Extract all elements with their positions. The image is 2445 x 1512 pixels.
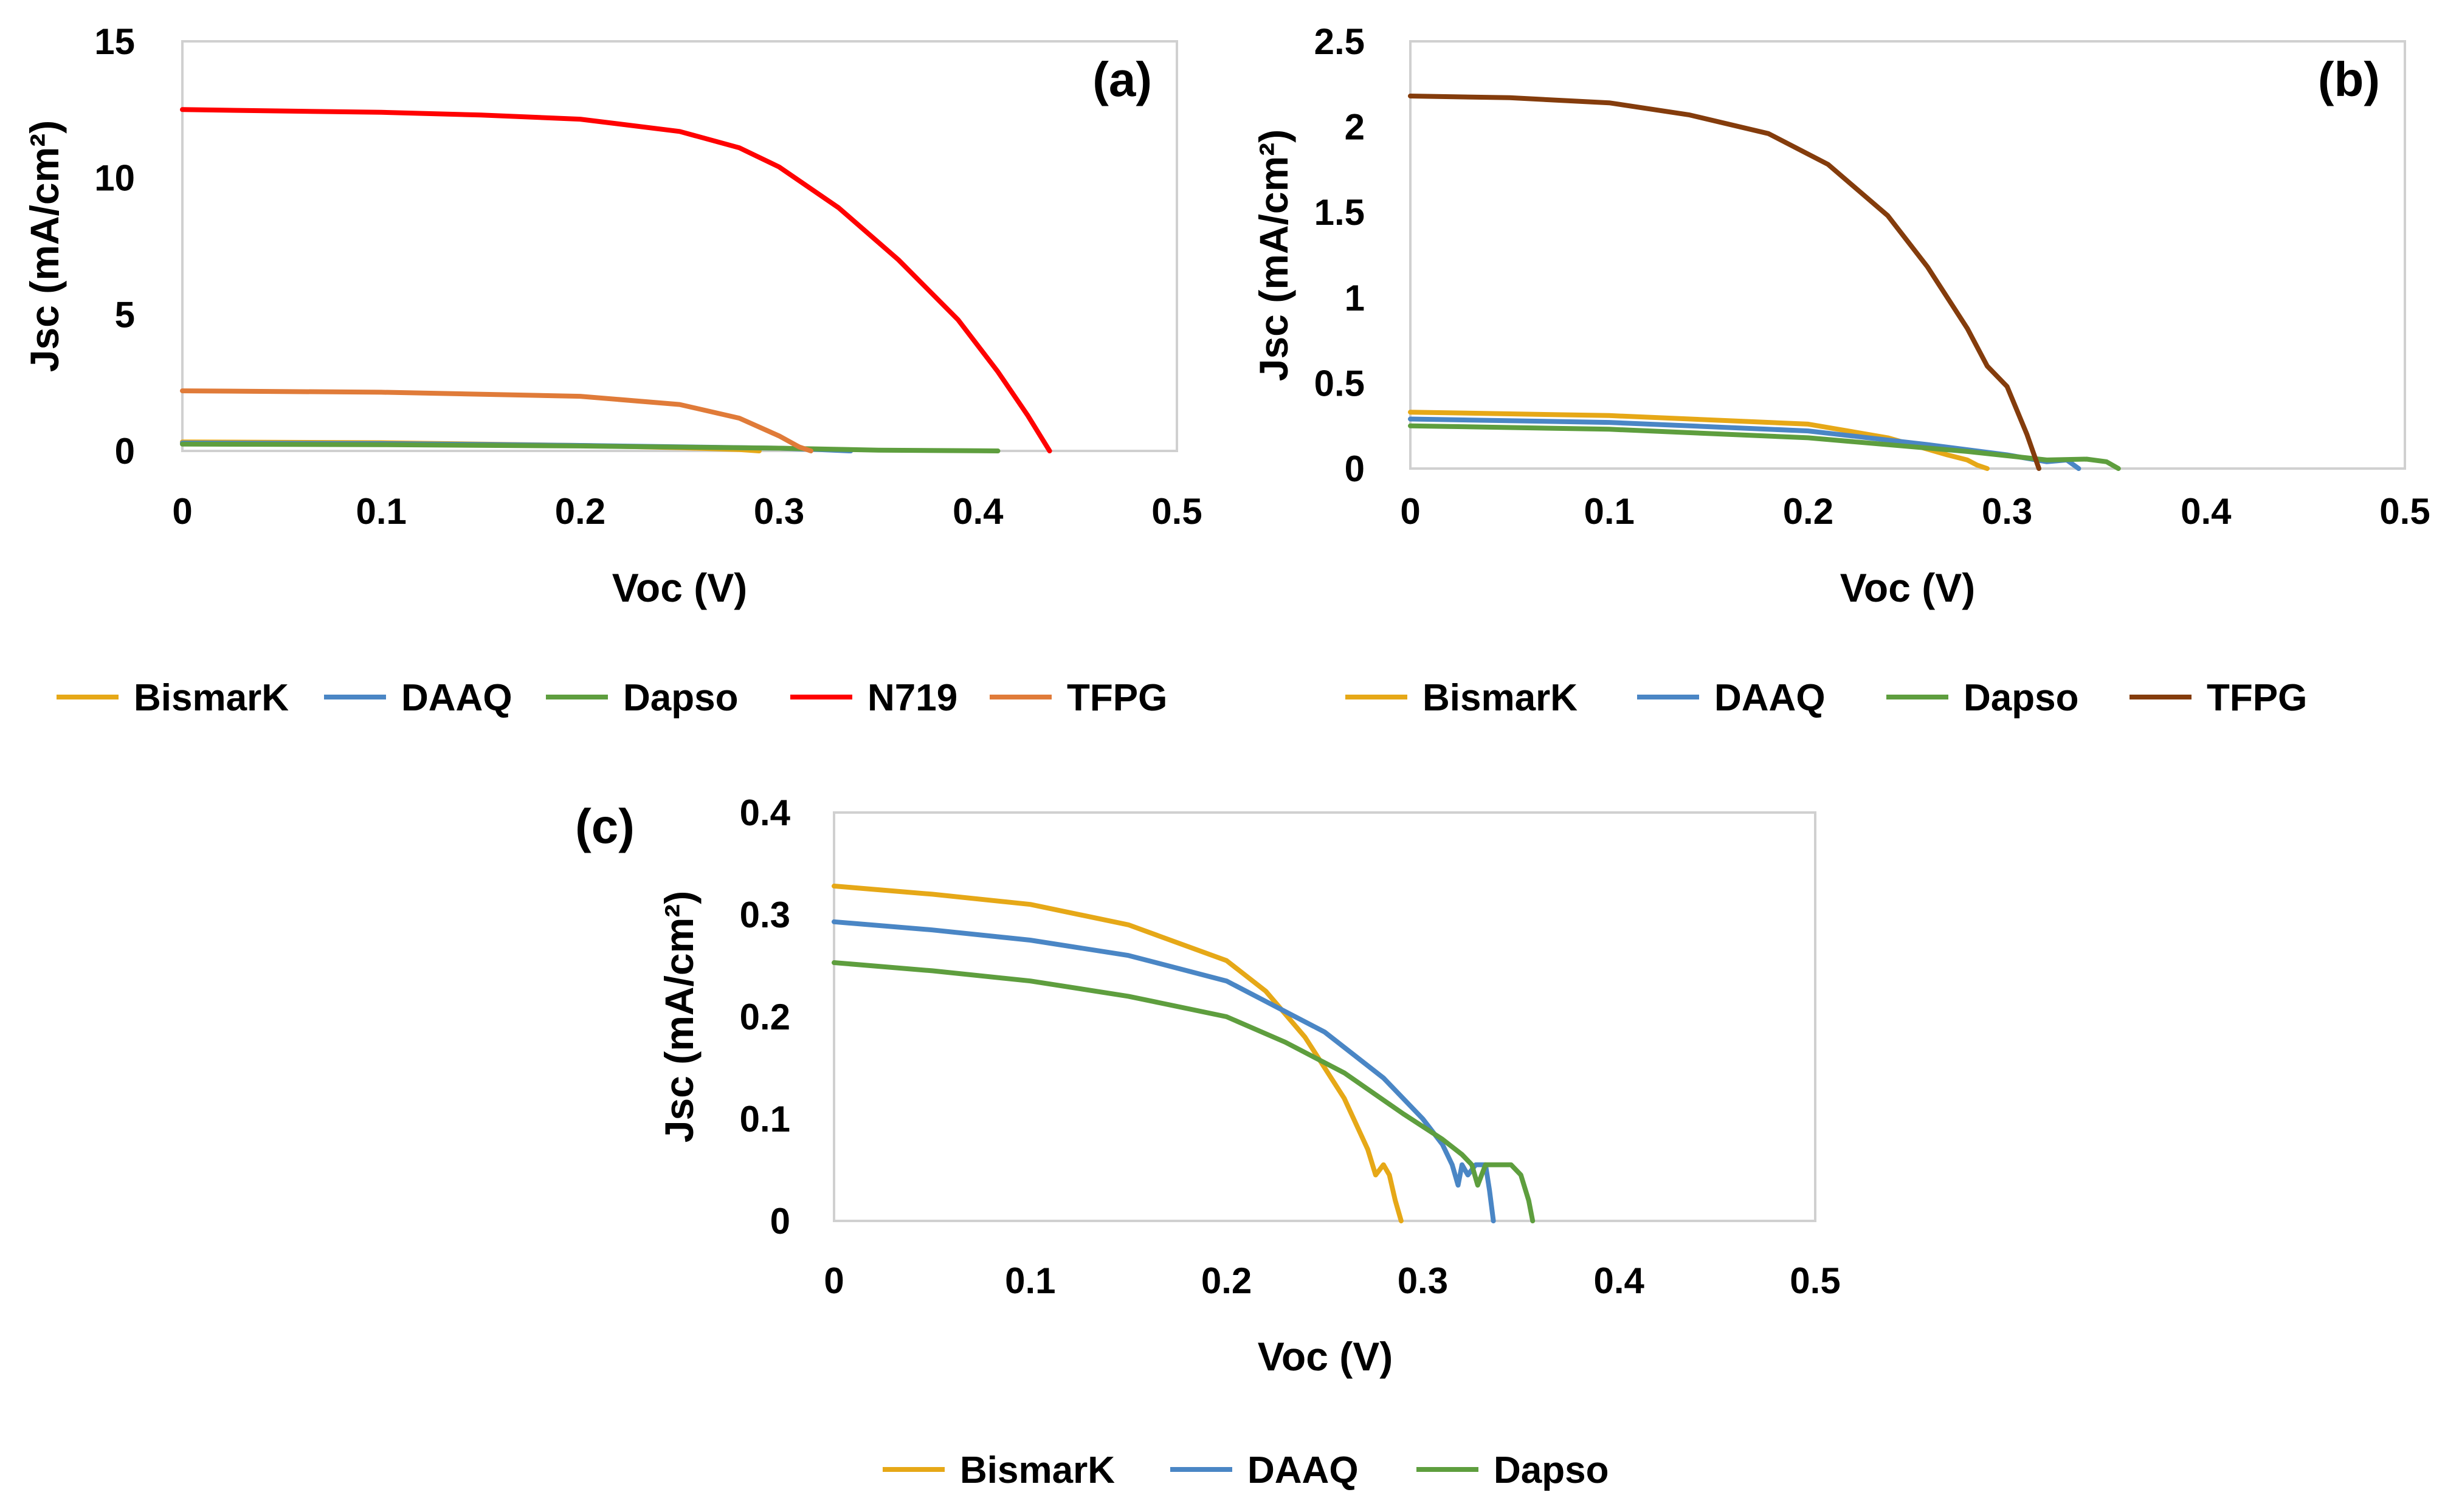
x-axis-title: Voc (V) (612, 565, 747, 610)
x-axis-title: Voc (V) (1258, 1334, 1393, 1379)
series-line-daaq (832, 919, 1496, 1223)
x-axis-title: Voc (V) (1840, 565, 1975, 610)
x-tick-label: 0.3 (1982, 491, 2032, 532)
x-tick-label: 0 (824, 1260, 844, 1301)
series-group (1408, 94, 2121, 471)
y-axis-title: Jsc (mA/cm²) (1251, 129, 1296, 381)
legend-item-dapso: Dapso (546, 677, 738, 719)
legend-item-daaq: DAAQ (1170, 1449, 1359, 1491)
y-tick-label: 0 (1345, 448, 1365, 489)
x-tick-label: 0.2 (1201, 1260, 1252, 1301)
y-tick-labels: 0 0.5 1 1.5 2 2.5 (1314, 21, 1365, 489)
series-group (180, 107, 1052, 453)
x-tick-label: 0.4 (2181, 491, 2232, 532)
y-tick-label: 0.2 (740, 997, 790, 1037)
x-tick-label: 0.5 (2379, 491, 2430, 532)
legend: BismarK DAAQ Dapso N719 TFPG (57, 677, 1167, 719)
y-axis-title: Jsc (mA/cm²) (22, 120, 67, 372)
y-tick-label: 1.5 (1314, 192, 1365, 233)
panel-label: (c) (575, 799, 635, 853)
x-tick-label: 0 (172, 491, 192, 532)
x-tick-labels: 0 0.1 0.2 0.3 0.4 0.5 (824, 1260, 1840, 1301)
x-tick-label: 0.4 (953, 491, 1004, 532)
x-tick-label: 0.2 (555, 491, 605, 532)
legend-item-dapso: Dapso (1416, 1449, 1609, 1491)
legend-item-daaq: DAAQ (1637, 677, 1826, 719)
legend-item-tfpg: TFPG (990, 677, 1167, 719)
legend-label: BismarK (1423, 677, 1578, 719)
x-tick-label: 0.4 (1593, 1260, 1644, 1301)
y-tick-label: 0.3 (740, 895, 790, 935)
y-tick-label: 1 (1345, 278, 1365, 318)
series-line-tfpg (180, 388, 813, 453)
legend-label: DAAQ (401, 677, 512, 719)
y-tick-label: 0.5 (1314, 363, 1365, 404)
y-tick-labels: 0 5 10 15 (94, 21, 135, 472)
legend-item-n719: N719 (790, 677, 957, 719)
x-tick-label: 0.5 (1151, 491, 1202, 532)
series-line-dapso (832, 960, 1536, 1223)
series-line-dapso (1408, 423, 2121, 471)
legend-label: Dapso (1494, 1449, 1609, 1491)
legend-label: BismarK (134, 677, 289, 719)
x-tick-label: 0.1 (1005, 1260, 1055, 1301)
legend-label: BismarK (960, 1449, 1115, 1491)
y-tick-label: 2 (1345, 107, 1365, 148)
legend-item-bismark: BismarK (883, 1449, 1115, 1491)
y-tick-label: 0 (770, 1201, 790, 1242)
x-tick-label: 0.5 (1790, 1260, 1840, 1301)
legend-label: DAAQ (1247, 1449, 1359, 1491)
legend-label: N719 (867, 677, 957, 719)
legend-label: Dapso (623, 677, 738, 719)
y-axis-title: Jsc (mA/cm²) (657, 891, 702, 1143)
x-tick-labels: 0 0.1 0.2 0.3 0.4 0.5 (172, 491, 1202, 532)
legend-label: TFPG (1067, 677, 1167, 719)
panel-label: (b) (2318, 52, 2380, 106)
y-tick-label: 15 (94, 21, 135, 62)
plot-area (1409, 40, 2406, 470)
y-tick-label: 5 (115, 294, 135, 335)
x-tick-labels: 0 0.1 0.2 0.3 0.4 0.5 (1400, 491, 2430, 532)
y-tick-label: 2.5 (1314, 21, 1365, 62)
y-tick-label: 0.1 (740, 1099, 790, 1139)
legend-item-bismark: BismarK (1345, 677, 1578, 719)
x-tick-label: 0.1 (1584, 491, 1634, 532)
legend-item-daaq: DAAQ (324, 677, 512, 719)
legend: BismarK DAAQ Dapso (883, 1449, 1609, 1491)
legend-label: TFPG (2207, 677, 2307, 719)
legend-label: DAAQ (1714, 677, 1826, 719)
chart-panel-b: 0 0.5 1 1.5 2 2.5 0 0.1 0.2 0.3 0.4 0.5 Voc (V) Js… (1251, 21, 2430, 719)
legend-item-tfpg: TFPG (2129, 677, 2307, 719)
legend: BismarK DAAQ Dapso TFPG (1345, 677, 2307, 719)
x-tick-label: 0.3 (754, 491, 804, 532)
panel-label: (a) (1092, 52, 1152, 106)
series-line-n719 (180, 107, 1052, 453)
y-tick-labels: 0 0.1 0.2 0.3 0.4 (740, 792, 791, 1242)
plot-area (833, 811, 1816, 1222)
series-group (832, 884, 1536, 1223)
y-tick-label: 10 (94, 158, 135, 199)
chart-panel-a: 0 5 10 15 0 0.1 0.2 0.3 0.4 0.5 Voc (V) Jsc (mA/… (22, 21, 1202, 719)
x-tick-label: 0.2 (1783, 491, 1833, 532)
series-line-tfpg (1408, 94, 2041, 471)
series-line-dapso (180, 441, 1001, 453)
y-tick-label: 0.4 (740, 792, 791, 833)
legend-item-bismark: BismarK (57, 677, 289, 719)
series-line-bismark (832, 884, 1404, 1223)
legend-label: Dapso (1964, 677, 2078, 719)
plot-area (181, 40, 1178, 452)
x-tick-label: 0.1 (356, 491, 406, 532)
x-tick-label: 0 (1400, 491, 1420, 532)
legend-item-dapso: Dapso (1886, 677, 2078, 719)
chart-panel-c: 0 0.1 0.2 0.3 0.4 0 0.1 0.2 0.3 0.4 0.5 Voc (V) J… (575, 792, 1841, 1491)
x-tick-label: 0.3 (1398, 1260, 1448, 1301)
y-tick-label: 0 (115, 431, 135, 472)
